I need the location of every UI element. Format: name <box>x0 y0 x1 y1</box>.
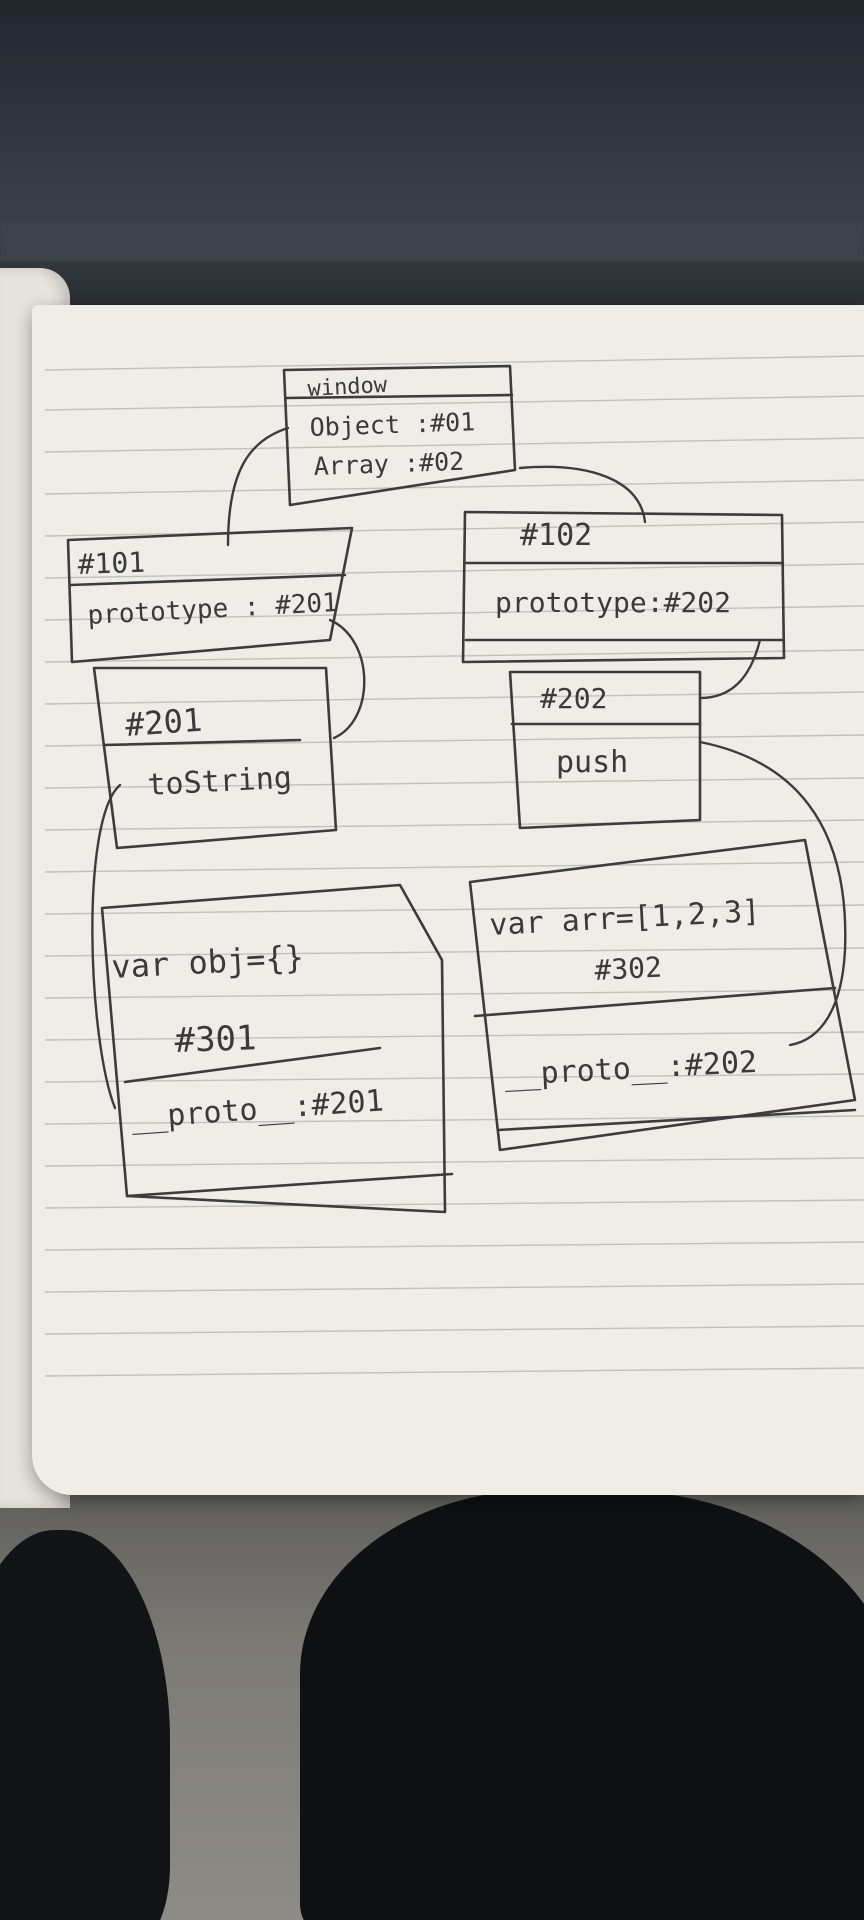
box-301-divider <box>123 1046 382 1084</box>
link-window-to-102 <box>518 465 647 524</box>
box-302-divider-2 <box>496 1108 857 1132</box>
box-101 <box>66 526 354 664</box>
window-array-entry: Array :#02 <box>313 447 464 481</box>
box-301-declaration: var obj={} <box>110 938 304 986</box>
box-302 <box>468 838 857 1152</box>
box-102-entry: prototype:#202 <box>495 586 731 619</box>
box-301-bottom <box>125 1172 454 1198</box>
box-302-declaration: var arr=[1,2,3] <box>489 894 761 943</box>
link-302-to-202 <box>698 740 847 1047</box>
box-101-entry: prototype : #201 <box>87 588 339 631</box>
ruled-lines <box>44 355 864 1377</box>
box-201-divider <box>102 738 302 747</box>
box-202-entry: push <box>556 745 628 780</box>
box-302-id: #302 <box>594 951 663 987</box>
box-101-divider <box>68 573 347 587</box>
box-102 <box>461 510 786 664</box>
link-window-to-101 <box>226 426 290 547</box>
shoe-right <box>300 1490 864 1920</box>
window-object-entry: Object :#01 <box>309 407 475 442</box>
box-301 <box>100 883 447 1214</box>
window-title: window <box>307 373 388 402</box>
notebook-page <box>32 305 864 1495</box>
link-301-to-201 <box>91 783 122 1110</box>
window-box-divider <box>284 393 514 400</box>
box-201-id: #201 <box>124 701 204 744</box>
keyboard-key-row <box>0 222 864 262</box>
box-101-id: #101 <box>77 546 146 581</box>
link-102-to-202 <box>698 638 762 700</box>
box-102-id: #102 <box>520 518 592 553</box>
window-box <box>282 364 517 507</box>
link-101-to-201 <box>328 618 366 740</box>
box-302-divider <box>473 986 837 1018</box>
box-202 <box>508 670 702 830</box>
box-302-entry: __proto__:#202 <box>504 1045 758 1093</box>
box-202-id: #202 <box>540 682 607 715</box>
box-201-entry: toString <box>147 760 293 803</box>
box-201 <box>92 666 338 850</box>
box-301-entry: __proto__:#201 <box>130 1083 385 1136</box>
box-301-id: #301 <box>174 1018 257 1061</box>
